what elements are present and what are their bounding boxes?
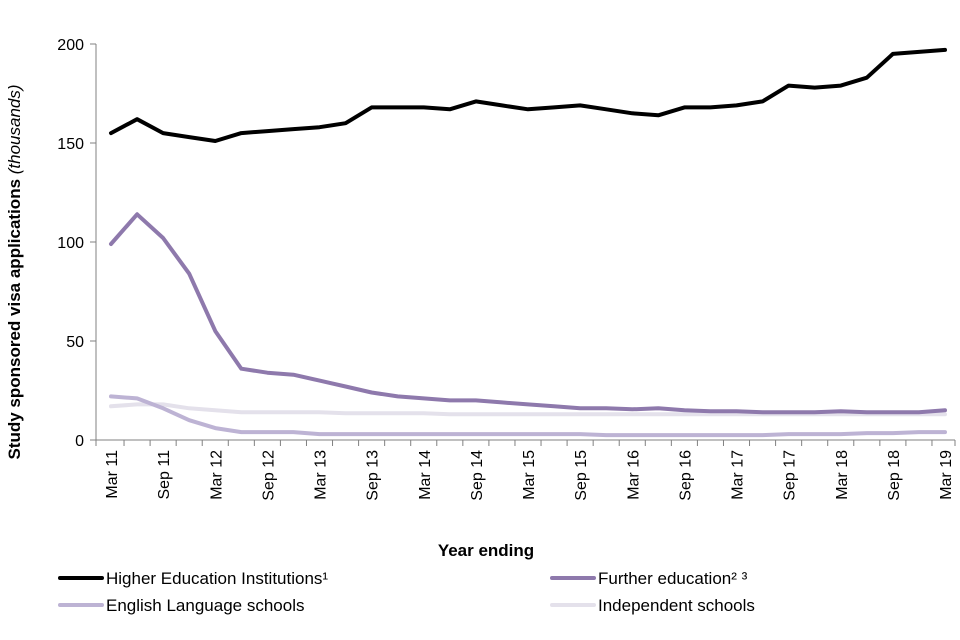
x-tick-label: Mar 16 bbox=[625, 450, 642, 500]
x-tick-label: Mar 11 bbox=[104, 450, 121, 499]
legend-label-3: Independent schools bbox=[598, 596, 755, 615]
legend-label-2: English Language schools bbox=[106, 596, 304, 615]
legend-label-1: Further education² ³ bbox=[598, 569, 748, 588]
x-tick-label: Sep 16 bbox=[677, 450, 694, 501]
x-tick-label: Sep 14 bbox=[469, 450, 486, 501]
y-tick-label: 200 bbox=[57, 37, 84, 54]
y-axis-title-main: Study sponsored visa applications bbox=[5, 174, 24, 459]
x-tick-label: Sep 15 bbox=[573, 450, 590, 501]
x-tick-label: Mar 12 bbox=[208, 450, 225, 500]
axes: 0 50 100 150 200 Mar 11 Sep 11 Mar 12 Sep 12 Mar … bbox=[57, 37, 956, 501]
y-axis-title: Study sponsored visa applications (thous… bbox=[5, 84, 24, 459]
legend: Higher Education Institutions¹ Further ed… bbox=[58, 569, 755, 615]
legend-label-0: Higher Education Institutions¹ bbox=[106, 569, 328, 588]
x-tick-label: Sep 13 bbox=[365, 450, 382, 501]
x-tick-label: Mar 19 bbox=[938, 450, 955, 500]
x-tick-label: Sep 18 bbox=[886, 450, 903, 501]
x-tick-label: Mar 15 bbox=[521, 450, 538, 500]
x-tick-label: Mar 14 bbox=[417, 450, 434, 500]
y-axis-title-unit: (thousands) bbox=[5, 84, 24, 174]
series-line-1 bbox=[109, 212, 947, 415]
x-tick-label: Mar 18 bbox=[834, 450, 851, 500]
x-tick-label: Mar 17 bbox=[730, 450, 747, 500]
x-tick-label: Sep 12 bbox=[260, 450, 277, 501]
x-tick-label: Mar 13 bbox=[313, 450, 330, 500]
series-line-2 bbox=[109, 394, 947, 438]
y-tick-label: 150 bbox=[57, 136, 84, 153]
x-tick-label: Sep 17 bbox=[782, 450, 799, 501]
x-axis-title: Year ending bbox=[438, 541, 534, 560]
plot-area bbox=[109, 47, 947, 438]
y-tick-label: 100 bbox=[57, 235, 84, 252]
y-tick-label: 0 bbox=[75, 433, 84, 450]
y-tick-label: 50 bbox=[66, 334, 84, 351]
series-line-0 bbox=[109, 47, 947, 143]
x-tick-label: Sep 11 bbox=[156, 450, 173, 500]
